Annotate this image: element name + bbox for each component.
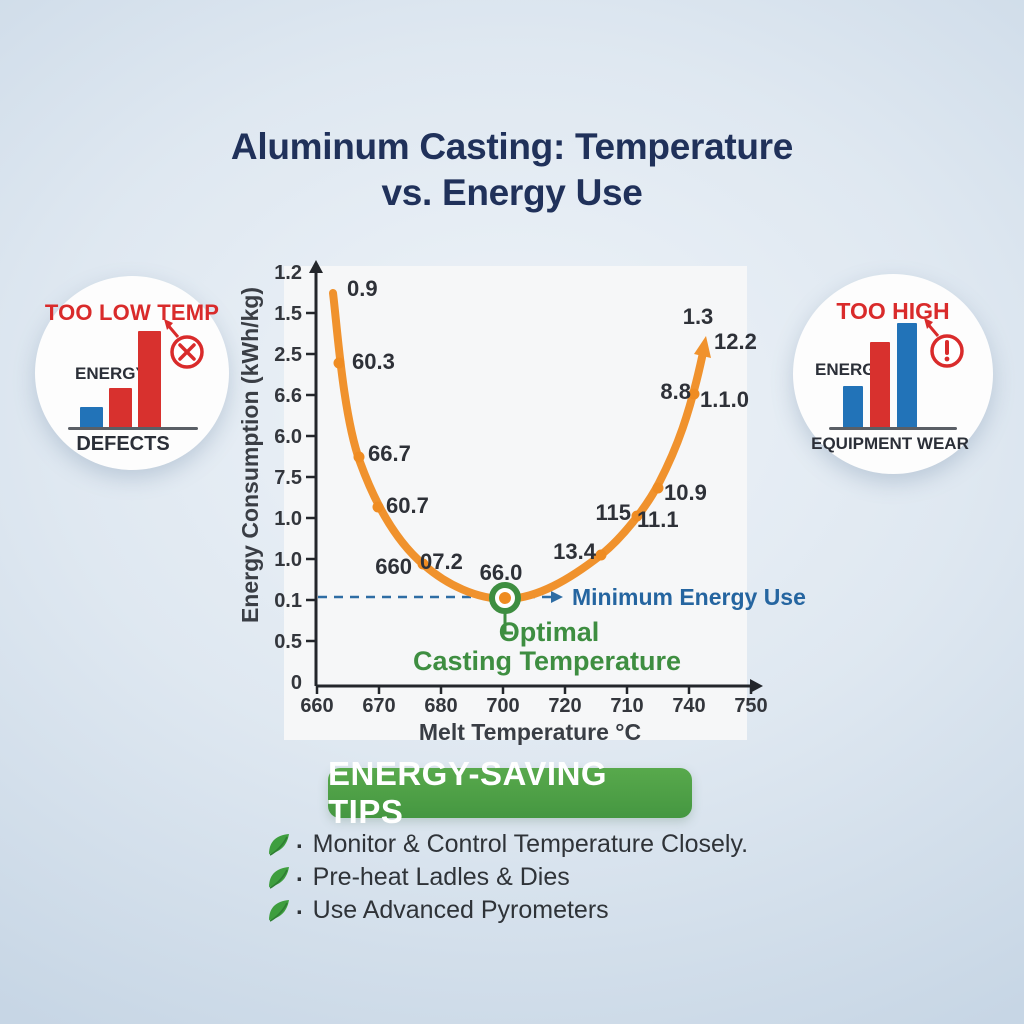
tip-bullet: . xyxy=(296,893,303,920)
leaf-icon xyxy=(269,867,289,889)
exclamation-circle-icon xyxy=(924,318,964,368)
y-axis xyxy=(309,260,323,686)
min-energy-line xyxy=(318,591,563,603)
y-tick-label: 7.5 xyxy=(274,467,302,489)
point-label: 12.2 xyxy=(714,329,757,354)
tip-bullet: . xyxy=(296,827,303,854)
y-tick-label: 6.0 xyxy=(274,426,302,448)
x-axis-title: Melt Temperature °C xyxy=(419,719,641,745)
y-tick-label: 6.6 xyxy=(274,385,302,407)
x-tick-label: 680 xyxy=(424,695,457,717)
x-tick-label: 750 xyxy=(734,695,767,717)
point-label: 115 xyxy=(596,500,632,525)
y-tick-label: 0 xyxy=(291,672,302,694)
energy-curve xyxy=(329,289,708,604)
point-label: 8.8 xyxy=(660,379,691,404)
point-label: 07.2 xyxy=(420,549,463,574)
point-label: 13.4 xyxy=(553,539,597,564)
page-title-line2: vs. Energy Use xyxy=(381,172,643,213)
y-ticks xyxy=(306,311,316,643)
y-tick-label: 1.0 xyxy=(274,508,302,530)
point-label: 66.7 xyxy=(368,441,411,466)
equipment-wear-label: EQUIPMENT WEAR xyxy=(811,434,969,453)
tips-list: . Monitor & Control Temperature Closely.… xyxy=(266,827,749,930)
optimal-marker xyxy=(489,582,521,635)
x-circle-icon xyxy=(164,319,204,369)
x-tick-label: 720 xyxy=(548,695,581,717)
x-tick-label: 740 xyxy=(672,695,705,717)
x-tick-label: 660 xyxy=(300,695,333,717)
x-tick-label: 700 xyxy=(486,695,519,717)
mini-chart-baseline xyxy=(829,427,957,430)
min-energy-label: Minimum Energy Use xyxy=(572,584,806,610)
badge-low-title: TOO LOW TEMP xyxy=(44,300,220,325)
tip-text: Monitor & Control Temperature Closely. xyxy=(312,829,749,858)
curve-points xyxy=(333,357,700,570)
leaf-icon xyxy=(269,834,289,856)
defects-label: DEFECTS xyxy=(76,433,170,455)
mini-bar-chart-low xyxy=(80,331,161,428)
y-tick-label: 1.0 xyxy=(274,549,302,571)
point-label: 60.3 xyxy=(352,349,395,374)
point-label: 60.7 xyxy=(386,493,429,518)
x-tick-label: 670 xyxy=(362,695,395,717)
y-tick-label: 0.1 xyxy=(274,590,302,612)
page-title: Aluminum Casting: Temperature vs. Energy… xyxy=(0,124,1024,216)
optimal-label-line1: Optimal xyxy=(499,617,600,647)
x-ticks xyxy=(315,686,753,694)
mini-bar-blue xyxy=(843,386,863,428)
page-title-line1: Aluminum Casting: Temperature xyxy=(230,126,794,167)
tip-bullet: . xyxy=(296,860,303,887)
energy-label: ENERGY xyxy=(75,364,147,383)
optimal-label-line2: Casting Temperature xyxy=(413,646,681,676)
chart-panel xyxy=(284,266,747,740)
x-axis xyxy=(316,679,763,693)
x-tick-label: 710 xyxy=(610,695,643,717)
mini-bar-red xyxy=(109,388,132,428)
point-label: 66.0 xyxy=(480,560,523,585)
mini-bar-red xyxy=(138,331,161,428)
tip-item: . Pre-heat Ladles & Dies xyxy=(266,860,748,891)
point-label: 10.9 xyxy=(664,480,707,505)
tip-item: . Use Advanced Pyrometers xyxy=(266,893,748,924)
point-label: 1.1.0 xyxy=(700,387,749,412)
energy-saving-tips-banner: ENERGY-SAVING TIPS xyxy=(328,755,692,830)
y-tick-label: 1.5 xyxy=(274,303,302,325)
mini-bar-blue xyxy=(80,407,103,428)
y-tick-label: 2.5 xyxy=(274,344,302,366)
mini-bar-blue xyxy=(897,323,917,428)
y-tick-label: 1.2 xyxy=(274,262,302,284)
tip-text: Use Advanced Pyrometers xyxy=(312,895,609,924)
energy-label: ENERGY xyxy=(815,360,887,379)
point-label: 11.1 xyxy=(637,507,679,532)
y-tick-label: 0.5 xyxy=(274,631,302,653)
point-label: 0.9 xyxy=(347,276,378,301)
tip-item: . Monitor & Control Temperature Closely. xyxy=(266,827,749,858)
mini-chart-baseline xyxy=(68,427,198,430)
point-label: 1.3 xyxy=(683,304,714,329)
tip-text: Pre-heat Ladles & Dies xyxy=(312,862,570,891)
badge-too-low-temp: TOO LOW TEMP ENERGY DEFECTS xyxy=(35,276,229,470)
point-label: 660 xyxy=(375,554,412,579)
leaf-icon xyxy=(269,900,289,922)
y-axis-title: Energy Consumption (kWh/kg) xyxy=(237,287,263,623)
curve-arrowhead xyxy=(694,336,711,358)
badge-too-high: TOO HIGH ENERGY EQUIPMENT WEAR xyxy=(793,274,993,474)
mini-bar-chart-high xyxy=(843,323,917,428)
mini-bar-red xyxy=(870,342,890,428)
badge-high-title: TOO HIGH xyxy=(836,298,950,324)
